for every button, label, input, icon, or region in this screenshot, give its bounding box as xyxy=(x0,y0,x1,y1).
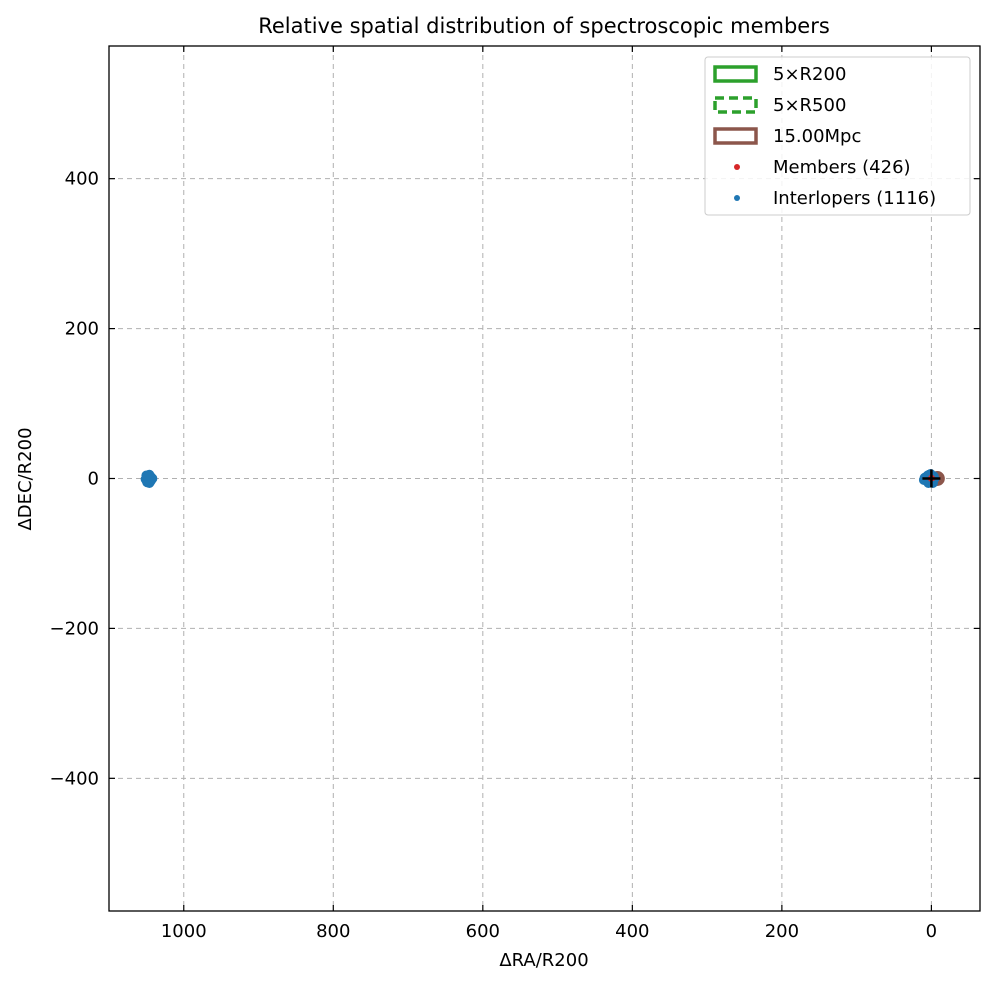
interloper-point xyxy=(141,470,152,481)
axis-ticks: 1000 800 600 400 200 0 −400 −200 0 200 400 xyxy=(50,46,980,942)
legend-marker xyxy=(713,96,758,114)
legend-marker xyxy=(734,164,740,170)
legend-label: 15.00Mpc xyxy=(773,126,861,147)
legend-label: 5×R200 xyxy=(773,64,846,85)
legend-marker xyxy=(713,65,758,83)
x-tick-label: 600 xyxy=(466,921,500,942)
y-tick-label: 400 xyxy=(65,169,99,190)
legend-label: Interlopers (1116) xyxy=(773,188,936,209)
legend-box xyxy=(704,56,971,216)
interloper-point xyxy=(144,477,155,488)
y-tick-label: −400 xyxy=(50,768,99,789)
x-tick-label: 0 xyxy=(926,921,937,942)
y-tick-label: 0 xyxy=(88,469,99,490)
y-tick-label: 200 xyxy=(65,319,99,340)
legend: 5×R200 5×R500 15.00Mpc Members (426) Interlo… xyxy=(704,56,971,216)
x-tick-label: 400 xyxy=(615,921,649,942)
legend-marker xyxy=(713,127,758,145)
data-points xyxy=(140,469,945,488)
y-axis-label: ΔDEC/R200 xyxy=(15,427,36,530)
legend-marker xyxy=(734,195,740,201)
x-tick-label: 800 xyxy=(316,921,350,942)
x-tick-label: 1000 xyxy=(161,921,207,942)
chart-title: Relative spatial distribution of spectro… xyxy=(258,14,830,38)
legend-label: 5×R500 xyxy=(773,95,846,116)
x-axis-label: ΔRA/R200 xyxy=(499,950,588,971)
legend-label: Members (426) xyxy=(773,157,911,178)
x-tick-label: 200 xyxy=(765,921,799,942)
y-tick-label: −200 xyxy=(50,618,99,639)
